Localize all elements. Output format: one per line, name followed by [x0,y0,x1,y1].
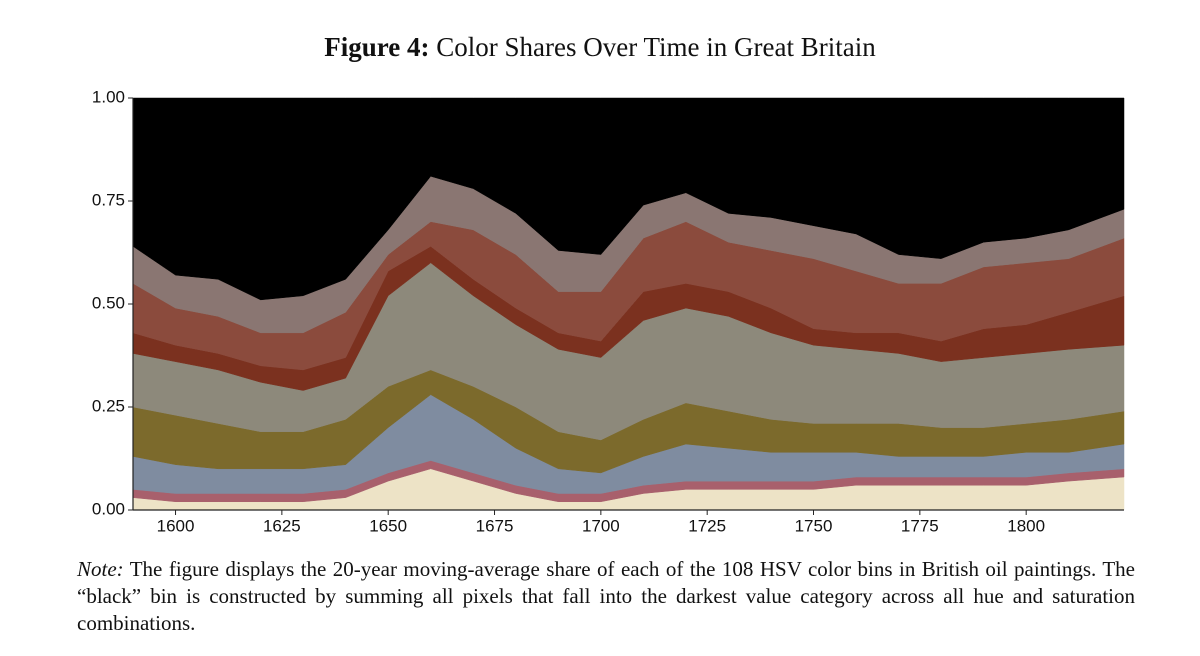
x-tick-label: 1700 [582,516,620,535]
x-tick-label: 1600 [157,516,195,535]
y-tick-label: 0.75 [92,190,125,209]
x-tick-label: 1750 [795,516,833,535]
note-text: The figure displays the 20-year moving-a… [77,557,1135,635]
y-tick-label: 0.25 [92,396,125,415]
x-tick-label: 1800 [1007,516,1045,535]
y-tick-label: 0.00 [92,499,125,518]
note-label: Note: [77,557,124,581]
x-tick-label: 1775 [901,516,939,535]
title: Figure 4: Color Shares Over Time in Grea… [0,32,1200,63]
area-segment [132,97,1125,301]
x-tick-label: 1625 [263,516,301,535]
y-tick-label: 1.00 [92,87,125,106]
y-tick-label: 0.50 [92,293,125,312]
chart: 0.00 0.25 0.50 0.75 1.00 1600 1625 1650 1675 1700… [92,87,1125,535]
x-tick-label: 1650 [369,516,407,535]
title-label: Figure 4: [324,32,430,62]
note: Note: The figure displays the 20-year mo… [77,556,1135,637]
x-tick-label: 1675 [476,516,514,535]
x-tick-label: 1725 [688,516,726,535]
title-text: Color Shares Over Time in Great Britain [436,32,876,62]
